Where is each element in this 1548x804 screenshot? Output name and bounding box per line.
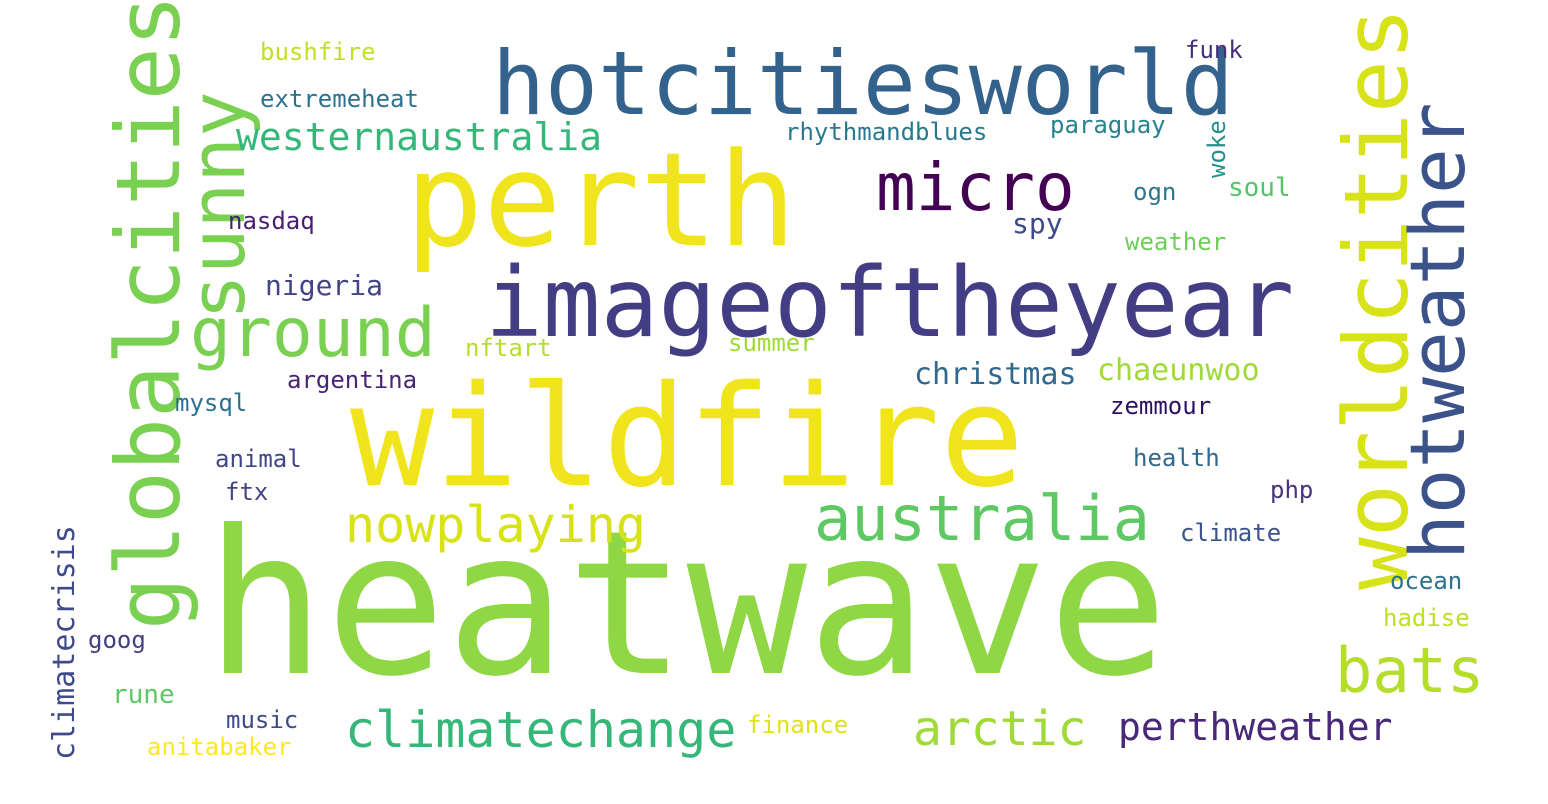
word-nftart: nftart [465,334,552,362]
word-westernaustralia: westernaustralia [236,115,603,159]
word-hadise: hadise [1383,604,1470,632]
word-climatecrisis: climatecrisis [47,525,82,760]
word-nigeria: nigeria [265,269,384,302]
word-paraguay: paraguay [1050,111,1166,139]
word-micro: micro [876,149,1075,226]
word-climatechange: climatechange [345,701,737,759]
word-climate: climate [1180,519,1282,547]
word-weather: weather [1125,228,1227,256]
word-funk: funk [1185,36,1243,64]
word-health: health [1133,444,1220,472]
word-animal: animal [215,445,302,473]
word-bushfire: bushfire [260,38,376,66]
word-christmas: christmas [914,357,1077,392]
word-rhythmandblues: rhythmandblues [785,118,988,146]
word-heatwave: heatwave [205,488,1169,721]
word-ogn: ogn [1133,178,1177,206]
word-anitabaker: anitabaker [147,733,292,761]
word-australia: australia [814,482,1150,555]
word-ground: ground [190,294,436,373]
word-chaeunwoo: chaeunwoo [1097,353,1260,388]
word-bats: bats [1335,634,1485,707]
word-extremeheat: extremeheat [260,85,419,113]
word-arctic: arctic [913,701,1087,757]
word-goog: goog [88,626,146,654]
word-mysql: mysql [175,389,248,417]
word-perth: perth [405,124,797,276]
word-soul: soul [1228,173,1291,203]
word-ftx: ftx [225,478,269,506]
word-imageoftheyear: imageoftheyear [485,247,1295,359]
word-finance: finance [747,711,849,739]
word-summer: summer [728,329,815,357]
word-hotweather: hotweather [1393,102,1482,560]
word-argentina: argentina [287,366,418,394]
word-hotcitiesworld: hotcitiesworld [492,32,1234,135]
word-music: music [226,706,299,734]
word-nowplaying: nowplaying [345,496,647,554]
word-php: php [1270,476,1314,504]
word-wildfire: wildfire [350,356,1025,519]
word-spy: spy [1012,207,1063,240]
word-rune: rune [112,680,175,710]
word-zemmour: zemmour [1110,392,1212,420]
word-woke: woke [1203,120,1231,178]
word-perthweather: perthweather [1118,705,1393,749]
word-ocean: ocean [1390,567,1463,595]
word-nasdaq: nasdaq [228,207,315,235]
